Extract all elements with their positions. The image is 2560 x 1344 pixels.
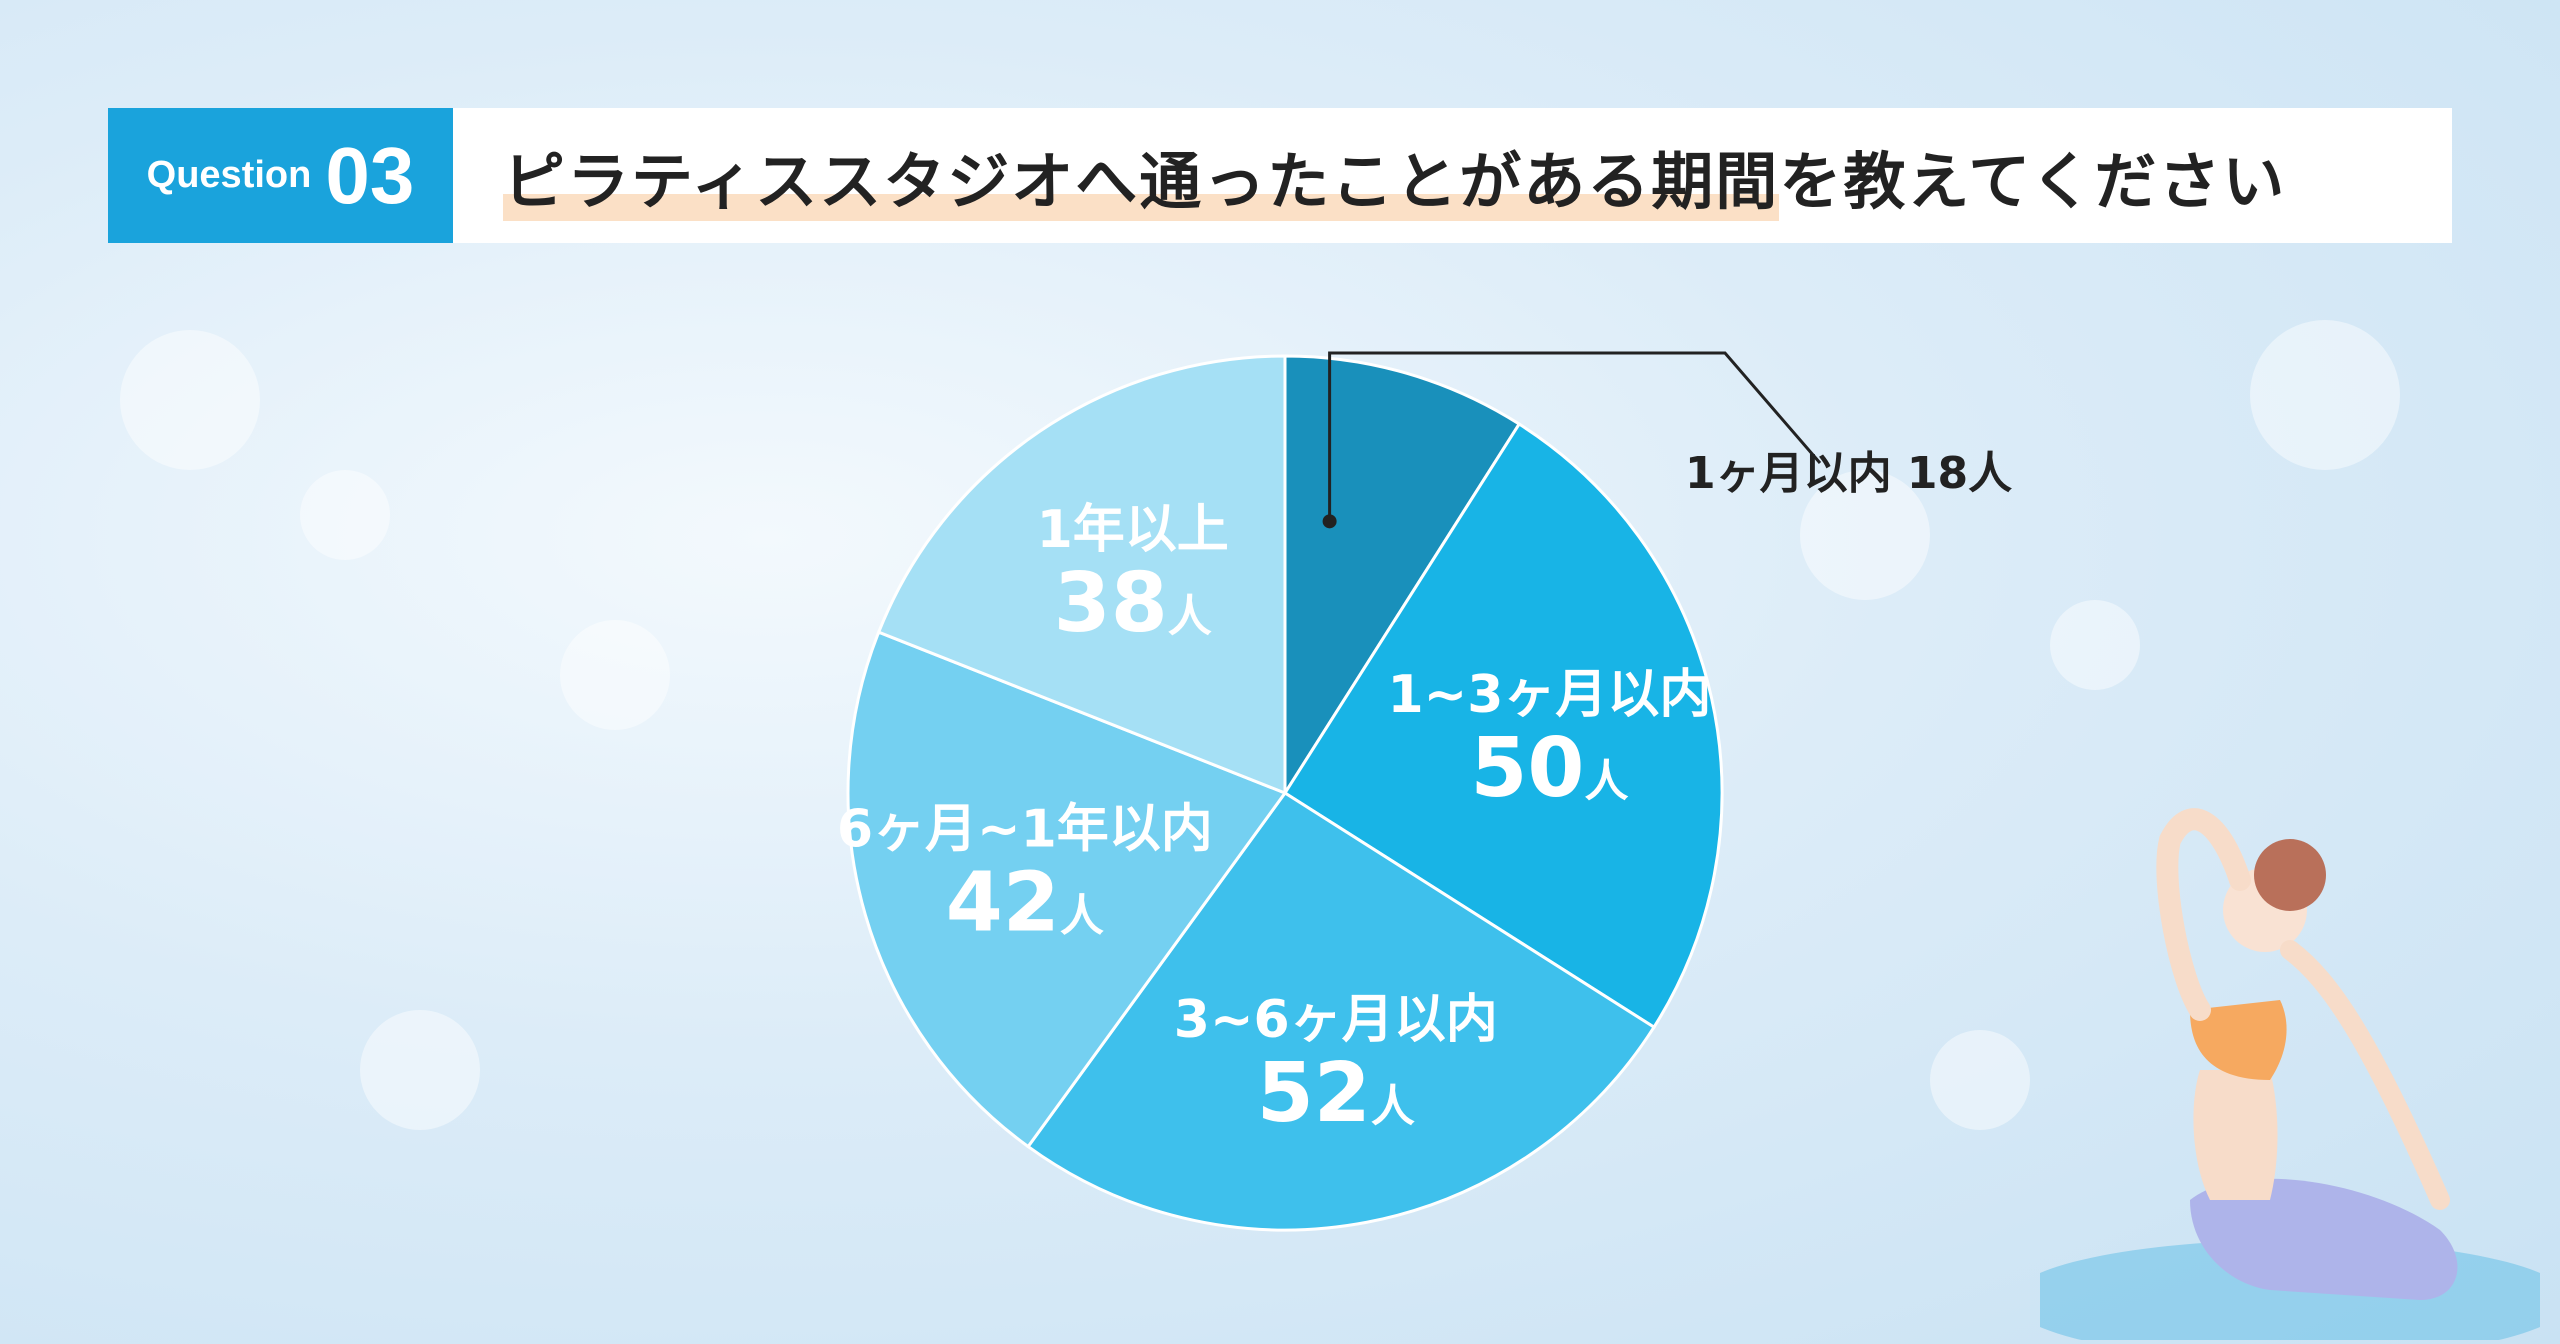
yoga-torso xyxy=(2193,1070,2278,1200)
title-highlight-1: ピラティススタジオへ xyxy=(503,130,1140,221)
pie-slice-4 xyxy=(846,630,1288,1149)
title-highlight-2: 通ったことがある xyxy=(1139,130,1652,221)
yoga-woman-illustration xyxy=(2040,808,2540,1340)
slice-label-3: 3~6ヶ月以内 xyxy=(1174,990,1498,1050)
question-header: Question 03 ピラティススタジオへ 通ったことがある 期間 を教えてく… xyxy=(108,108,2452,243)
bokeh-dot xyxy=(1930,1030,2030,1130)
bokeh-dot xyxy=(1800,470,1930,600)
question-number: 03 xyxy=(325,130,415,220)
bokeh-dot xyxy=(120,330,260,470)
yoga-top xyxy=(2190,1000,2287,1080)
bokeh-dot xyxy=(560,620,670,730)
yoga-arm-2 xyxy=(2280,940,2450,1210)
pie-slice-3 xyxy=(1026,790,1657,1232)
bokeh-dot xyxy=(2050,600,2140,690)
question-badge: Question 03 xyxy=(108,108,453,243)
callout-line xyxy=(1328,351,1822,522)
slice-value-3: 52人 xyxy=(1257,1046,1415,1141)
title-rest: を教えてください xyxy=(1779,144,2287,218)
yoga-arm xyxy=(2156,808,2251,1021)
bokeh-dot xyxy=(360,1010,480,1130)
callout-label: 1ヶ月以内 18人 xyxy=(1685,448,2012,499)
slice-label-4: 6ヶ月~1年以内 xyxy=(837,800,1213,860)
slice-value-5: 38人 xyxy=(1054,556,1212,651)
bokeh-dot xyxy=(300,470,390,560)
yoga-hair xyxy=(2254,839,2326,911)
slice-label-5: 1年以上 xyxy=(1037,500,1229,560)
bokeh-dot xyxy=(2250,320,2400,470)
slice-value-4: 42人 xyxy=(946,856,1104,951)
yoga-pants xyxy=(2190,1178,2458,1300)
slice-value-2: 50人 xyxy=(1470,721,1628,816)
pie-slice-2 xyxy=(1282,421,1724,1030)
question-title: ピラティススタジオへ 通ったことがある 期間 を教えてください xyxy=(503,108,2286,243)
question-word: Question xyxy=(146,154,312,196)
pie-slice-1 xyxy=(1283,354,1522,799)
slice-label-2: 1~3ヶ月以内 xyxy=(1387,665,1711,725)
pie-slice-5 xyxy=(876,354,1287,796)
title-highlight-3: 期間 xyxy=(1651,130,1780,221)
